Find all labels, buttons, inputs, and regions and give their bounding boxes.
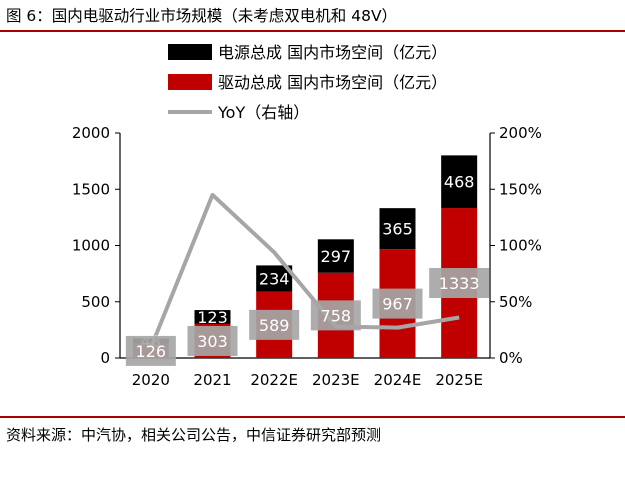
right-tick-label-2: 100% — [499, 237, 542, 255]
left-axis: 0 500 1000 1500 2000 — [72, 124, 121, 367]
label-drive-5: 1333 — [439, 274, 480, 293]
label-box-drive-3 — [310, 300, 361, 331]
label-power-2: 234 — [259, 270, 290, 289]
x-tick-label-5: 2025E — [435, 371, 483, 389]
label-drive-1: 303 — [197, 332, 228, 351]
label-drive-2: 589 — [259, 316, 290, 335]
label-box-drive-1 — [187, 325, 238, 356]
label-drive-0: 126 — [136, 342, 167, 361]
source-note: 资料来源：中汽协，相关公司公告，中信证券研究部预测 — [6, 426, 382, 444]
legend-label-0: 电源总成 国内市场空间（亿元） — [218, 43, 447, 62]
data-labels: 481261233032345892977583659674681333 — [125, 173, 490, 366]
legend-swatch-1 — [168, 74, 212, 90]
x-axis: 2020 2021 2022E 2023E 2024E 2025E — [120, 357, 490, 389]
bar-power-4 — [379, 208, 416, 250]
label-power-3: 297 — [321, 247, 352, 266]
label-box-drive-4 — [372, 288, 423, 319]
source-divider — [0, 416, 625, 418]
x-tick-label-0: 2020 — [132, 371, 170, 389]
left-tick-label-1: 500 — [81, 293, 110, 311]
right-axis: 0% 50% 100% 150% 200% — [489, 124, 542, 367]
right-tick-label-0: 0% — [499, 349, 523, 367]
bar-power-1 — [194, 310, 231, 324]
bar-power-5 — [441, 155, 478, 209]
right-tick-label-4: 200% — [499, 124, 542, 142]
label-box-drive-5 — [429, 268, 490, 299]
legend-swatch-0 — [168, 44, 212, 60]
yoy-line — [148, 192, 460, 349]
x-tick-label-3: 2023E — [312, 371, 360, 389]
x-tick-label-1: 2021 — [193, 371, 231, 389]
title-divider — [0, 30, 625, 32]
left-tick-label-2: 1000 — [72, 237, 110, 255]
label-power-4: 365 — [382, 220, 413, 239]
bar-power-3 — [317, 239, 354, 273]
label-drive-4: 967 — [382, 295, 413, 314]
legend-label-2: YoY（右轴） — [217, 103, 309, 122]
bars — [132, 155, 478, 358]
left-tick-label-3: 1500 — [72, 180, 110, 198]
left-tick-label-0: 0 — [100, 349, 110, 367]
market-size-chart: 电源总成 国内市场空间（亿元） 驱动总成 国内市场空间（亿元） YoY（右轴） 0 5… — [72, 43, 542, 389]
label-drive-3: 758 — [321, 306, 352, 325]
label-power-5: 468 — [444, 173, 475, 192]
legend-label-1: 驱动总成 国内市场空间（亿元） — [218, 73, 447, 92]
label-box-drive-0 — [125, 335, 176, 366]
right-tick-label-1: 50% — [499, 293, 532, 311]
x-tick-label-2: 2022E — [250, 371, 298, 389]
left-tick-label-4: 2000 — [72, 124, 110, 142]
label-box-drive-2 — [249, 309, 300, 340]
page-title: 图 6：国内电驱动行业市场规模（未考虑双电机和 48V） — [6, 7, 398, 25]
x-tick-label-4: 2024E — [374, 371, 422, 389]
legend: 电源总成 国内市场空间（亿元） 驱动总成 国内市场空间（亿元） YoY（右轴） — [168, 43, 447, 122]
label-power-1: 123 — [197, 308, 228, 327]
right-tick-label-3: 150% — [499, 180, 542, 198]
